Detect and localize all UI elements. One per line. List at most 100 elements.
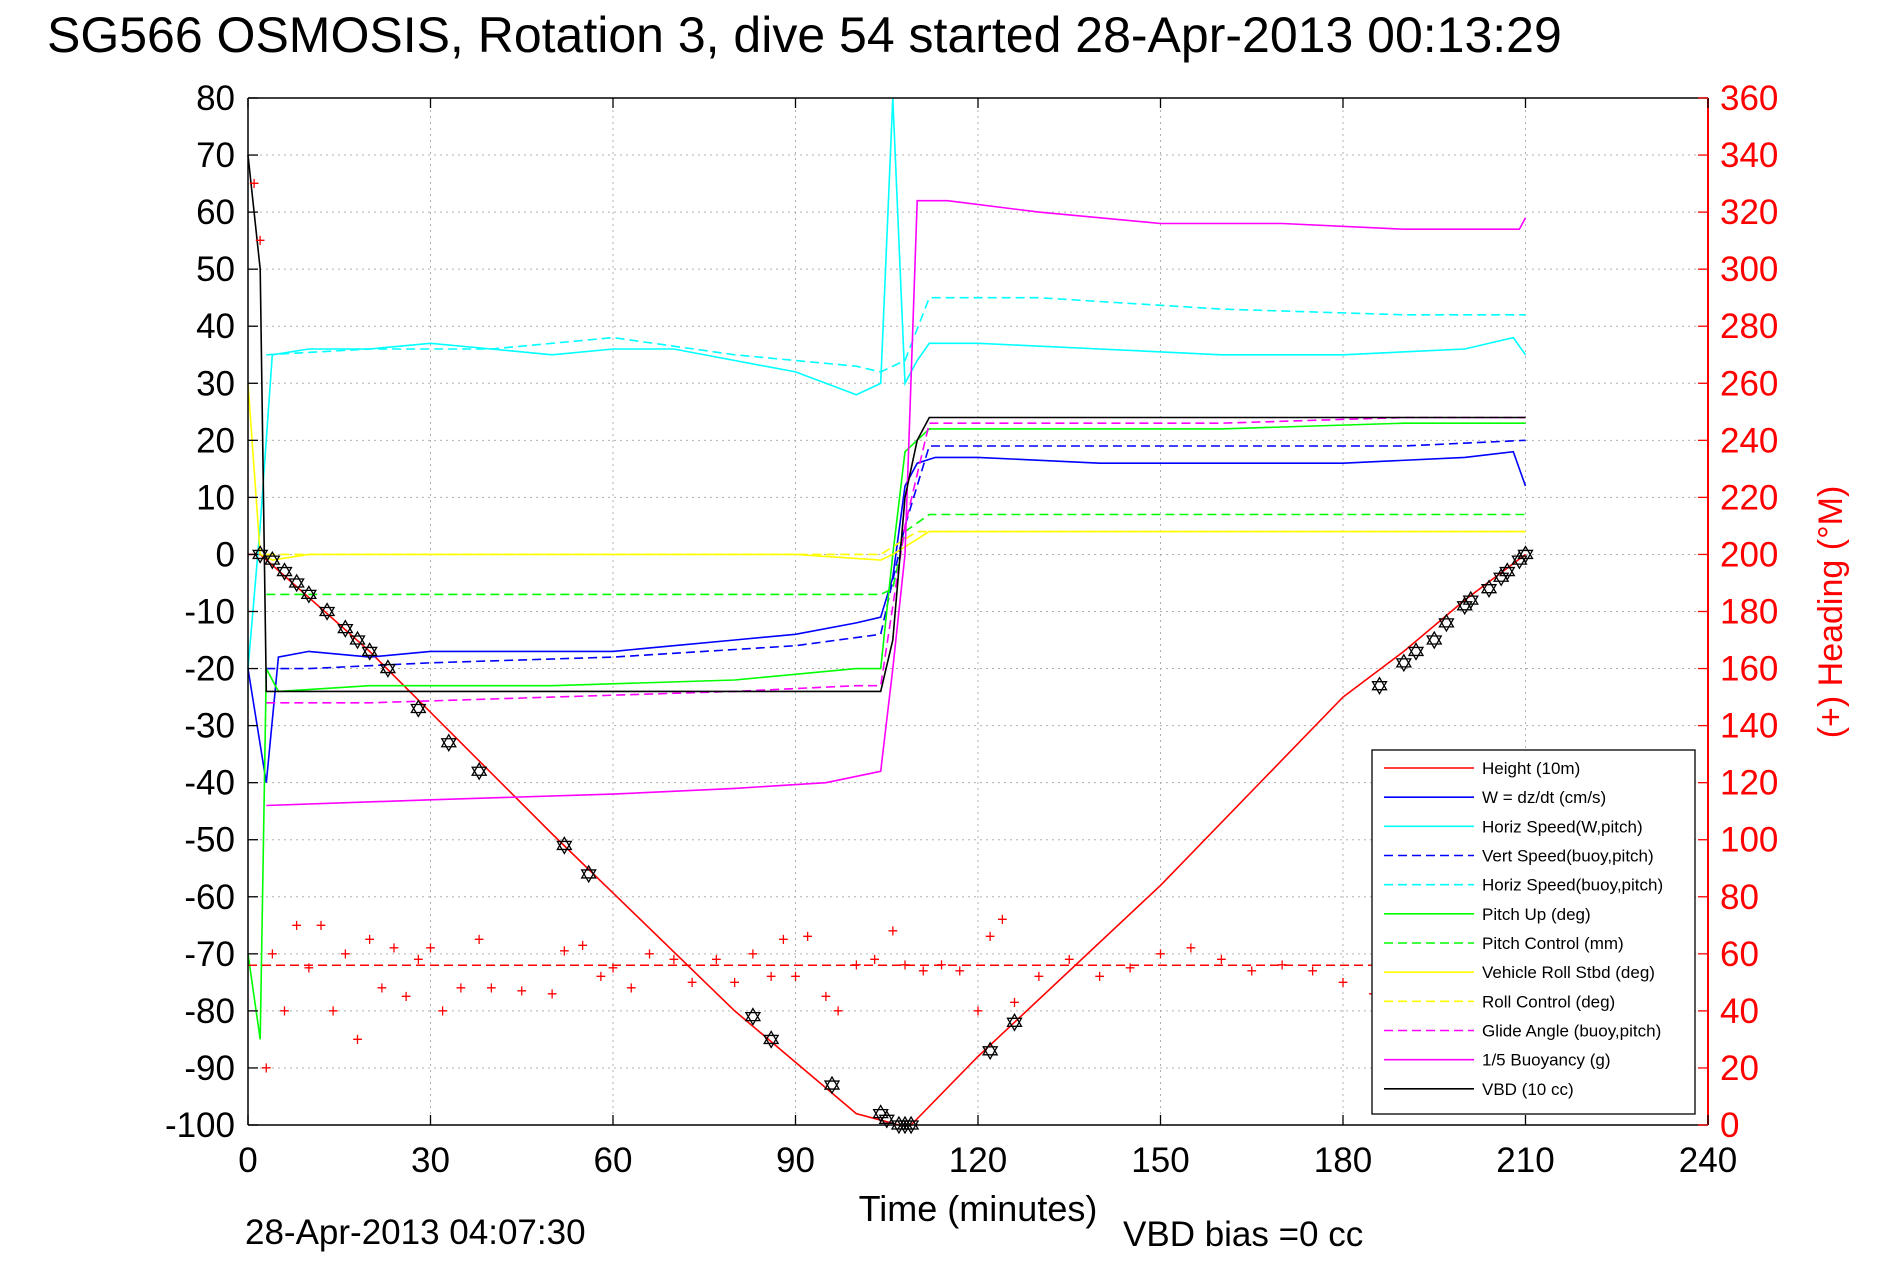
heading-point: +	[766, 967, 777, 987]
legend-label: Roll Control (deg)	[1482, 992, 1615, 1011]
y-tick-label: 0	[216, 535, 235, 574]
height-marker	[252, 545, 269, 560]
legend-label: Pitch Control (mm)	[1482, 934, 1624, 953]
legend-label: Pitch Up (deg)	[1482, 905, 1591, 924]
heading-point: +	[851, 955, 862, 975]
height-marker	[349, 630, 366, 645]
vbd-bias-footer: VBD bias =0 cc	[1123, 1215, 1363, 1254]
heading-point: +	[255, 231, 266, 251]
height-marker	[1395, 658, 1412, 673]
height-marker	[410, 699, 427, 714]
heading-point: +	[486, 978, 497, 998]
heading-point: +	[1216, 950, 1227, 970]
height-marker	[902, 1115, 920, 1130]
heading-point: +	[279, 1001, 290, 1021]
heading-point: +	[1064, 950, 1075, 970]
heading-point: +	[936, 955, 947, 975]
height-marker	[440, 738, 457, 753]
heading-point: +	[669, 950, 680, 970]
height-marker	[580, 869, 597, 884]
legend-label: Vehicle Roll Stbd (deg)	[1482, 963, 1655, 982]
height-marker	[1438, 618, 1455, 633]
y-tick-label: 20	[196, 421, 235, 460]
height-marker	[878, 1110, 895, 1124]
right-y-tick-labels: 3603403203002802602402202001801601401201…	[1698, 79, 1778, 1145]
y-tick-label: -60	[184, 878, 235, 917]
right-y-tick-label: 280	[1720, 307, 1778, 346]
heading-point: +	[1338, 972, 1349, 992]
y-tick-label: 80	[196, 79, 235, 118]
y-tick-label: -40	[184, 764, 235, 803]
legend-label: VBD (10 cc)	[1482, 1080, 1574, 1099]
heading-point: +	[456, 978, 467, 998]
series-line-8	[266, 530, 1526, 556]
y-tick-label: -50	[184, 821, 235, 860]
height-marker	[1407, 642, 1425, 657]
height-marker	[744, 1007, 762, 1022]
height-marker	[878, 1114, 895, 1129]
heading-point: +	[644, 944, 655, 964]
right-y-axis-label: (+) Heading (°M)	[1812, 486, 1850, 739]
y-tick-label: -80	[184, 992, 235, 1031]
height-marker	[264, 550, 281, 565]
heading-point: +	[267, 944, 278, 964]
y-tick-label: -90	[184, 1049, 235, 1088]
legend: Height (10m) W = dz/dt (cm/s) Horiz Speed(…	[1371, 749, 1696, 1115]
height-marker	[580, 864, 597, 879]
legend-label: W = dz/dt (cm/s)	[1482, 788, 1606, 807]
heading-point: +	[291, 915, 302, 935]
heading-point: +	[900, 955, 911, 975]
legend-box	[1371, 749, 1696, 1115]
x-tick-label: 30	[411, 1141, 450, 1180]
height-marker	[349, 635, 366, 650]
series-line-9	[266, 416, 1526, 704]
heading-point: +	[997, 910, 1008, 930]
heading-point: +	[261, 1058, 272, 1078]
x-tick-label: 60	[594, 1141, 633, 1180]
series-line-2	[247, 97, 1527, 669]
heading-point: +	[1125, 958, 1136, 978]
heading-point: +	[748, 944, 759, 964]
heading-point: +	[954, 961, 965, 981]
x-tick-label: 90	[776, 1141, 815, 1180]
height-marker	[1371, 681, 1388, 695]
series-line-3	[266, 439, 1526, 670]
heading-point: +	[1307, 961, 1318, 981]
heading-point: +	[364, 930, 375, 950]
series-layer	[247, 97, 1527, 1126]
right-y-tick-label: 260	[1720, 364, 1778, 403]
legend-label: Horiz Speed(W,pitch)	[1482, 817, 1643, 836]
heading-point: +	[711, 950, 722, 970]
heading-point: +	[516, 981, 527, 1001]
heading-point: +	[626, 978, 637, 998]
height-marker	[982, 1046, 999, 1061]
height-marker	[276, 566, 293, 581]
x-tick-label: 0	[238, 1141, 257, 1180]
heading-point: +	[869, 950, 880, 970]
timestamp-footer: 28-Apr-2013 04:07:30	[245, 1213, 586, 1252]
series-line-4	[266, 296, 1526, 373]
height-marker	[1462, 590, 1479, 605]
series-line-10	[266, 199, 1527, 807]
heading-point: +	[729, 972, 740, 992]
height-marker	[1480, 579, 1498, 594]
heading-point: +	[304, 958, 315, 978]
height-marker	[1407, 646, 1425, 661]
right-y-tick-label: 360	[1720, 79, 1778, 118]
heading-point: +	[559, 941, 570, 961]
right-y-tick-label: 40	[1720, 992, 1759, 1031]
height-marker	[252, 549, 269, 564]
series-line-5	[247, 422, 1526, 1040]
height-marker	[264, 555, 281, 570]
right-y-tick-label: 80	[1720, 878, 1759, 917]
height-marker	[379, 659, 397, 674]
y-tick-label: 40	[196, 307, 235, 346]
height-marker	[902, 1120, 920, 1135]
y-tick-label: 70	[196, 136, 235, 175]
height-marker	[471, 761, 488, 776]
heading-point: +	[1186, 938, 1197, 958]
heading-point: +	[377, 978, 388, 998]
height-marker	[1006, 1017, 1023, 1032]
legend-label: Glide Angle (buoy,pitch)	[1482, 1022, 1661, 1041]
